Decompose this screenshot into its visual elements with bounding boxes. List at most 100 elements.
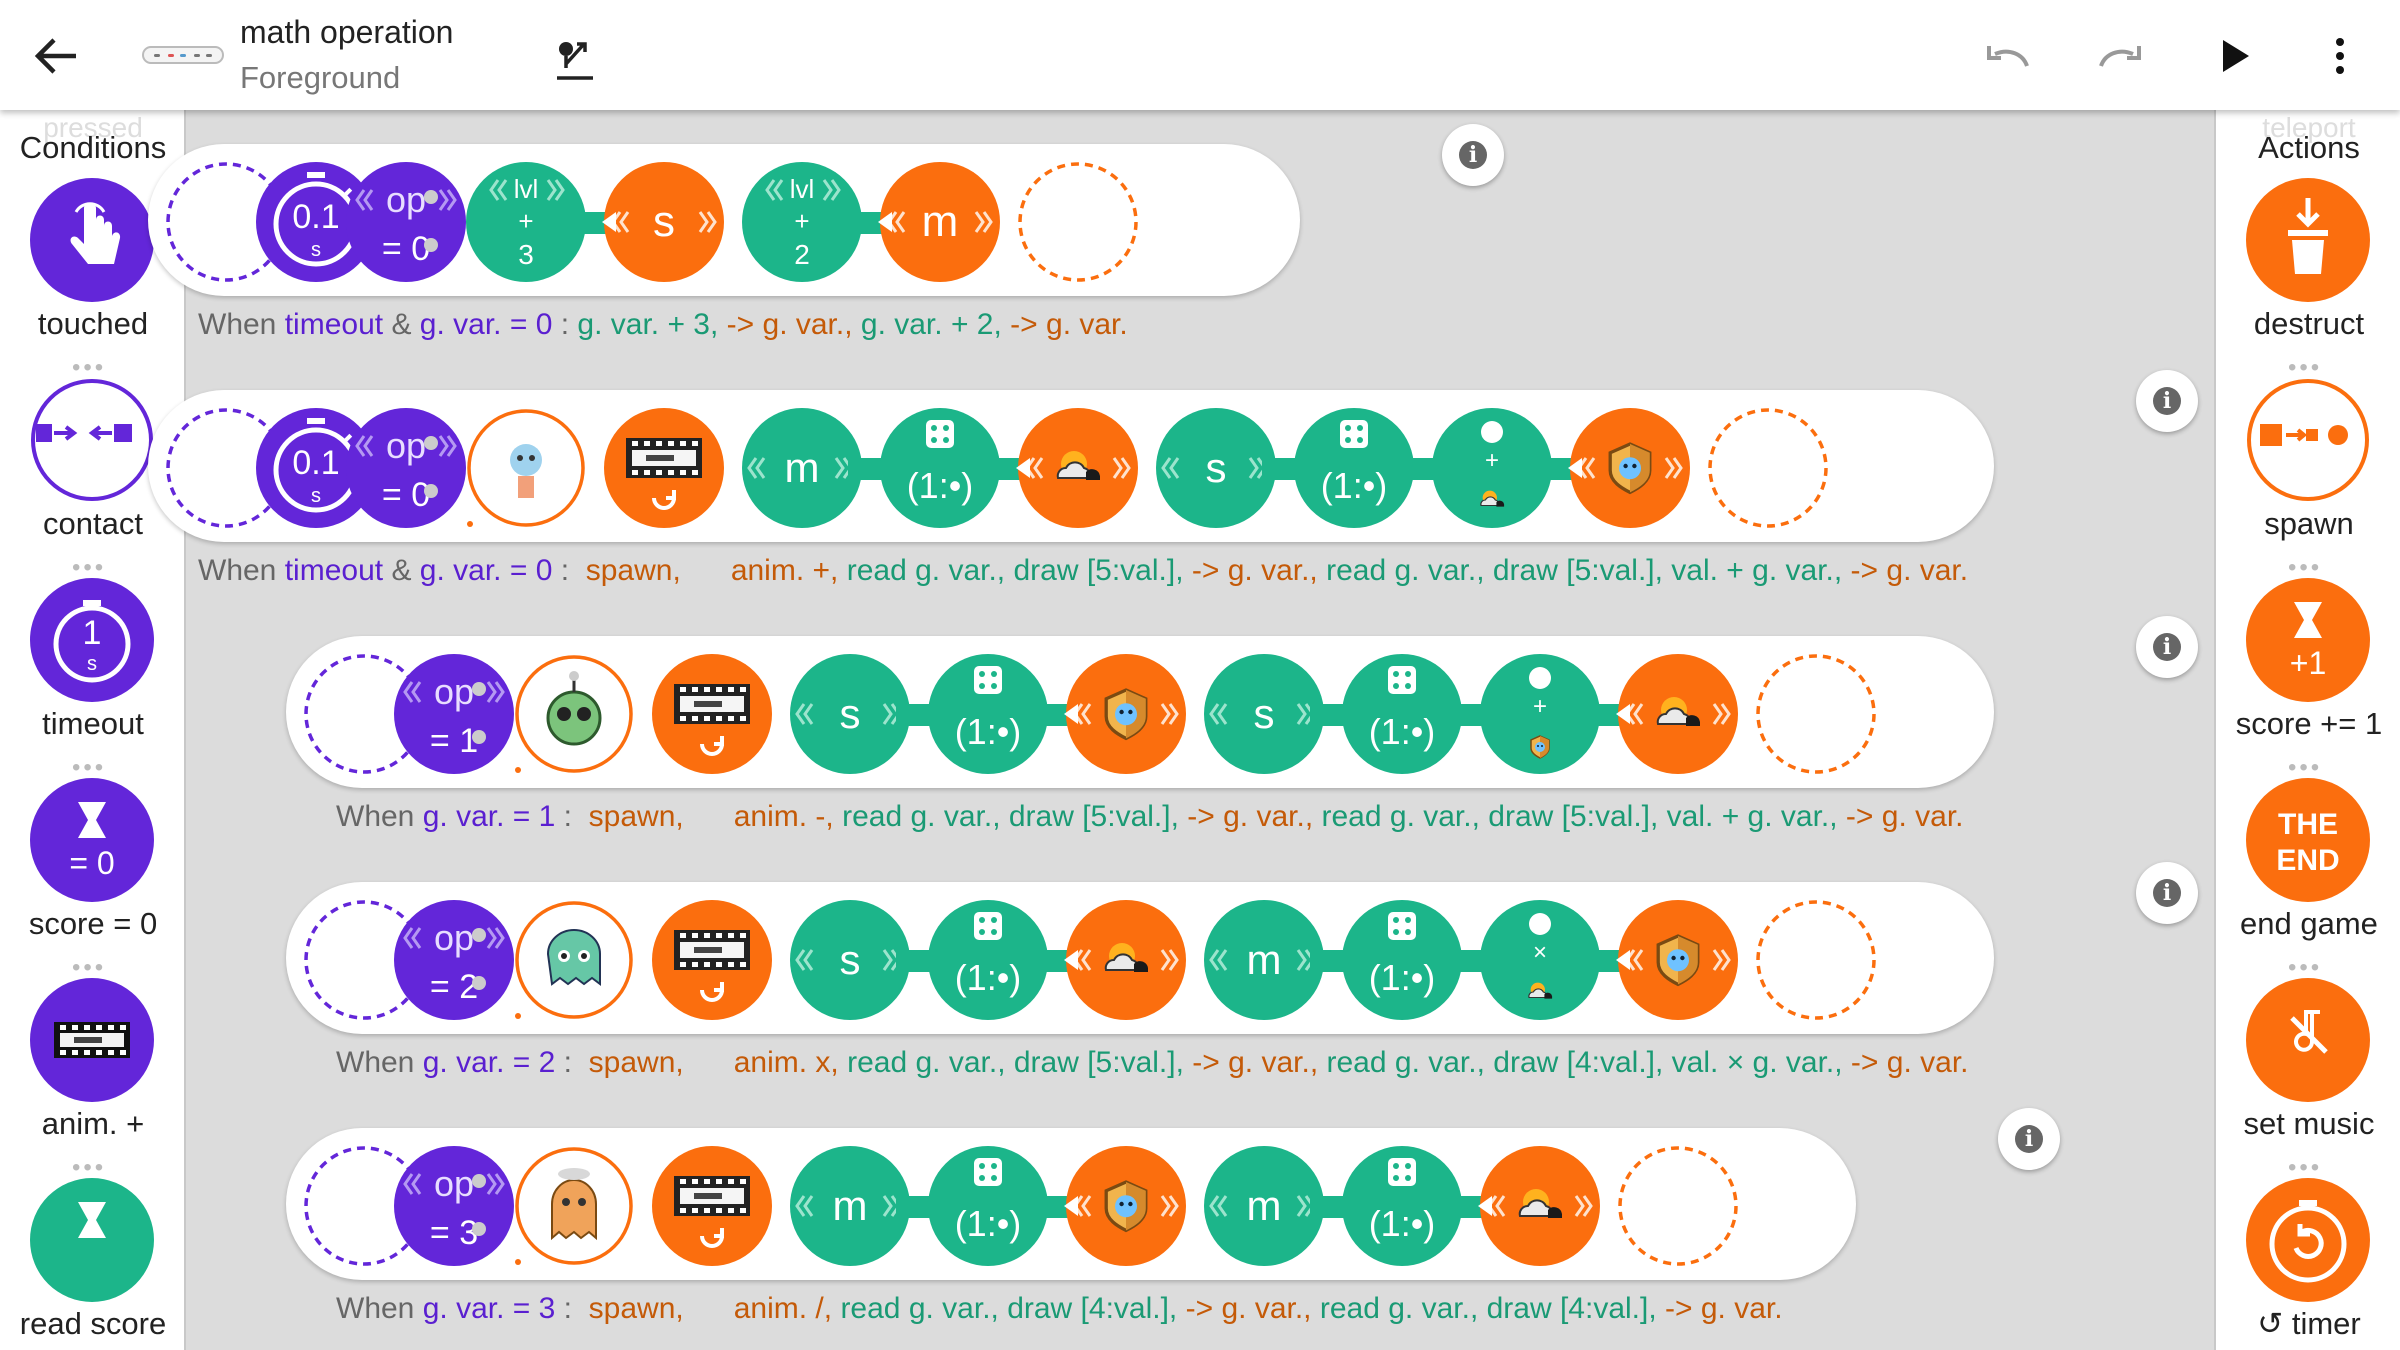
film-strip-icon[interactable]: [602, 406, 726, 530]
rule-row[interactable]: 0.1 s op = 0 lvl +3 s lvl +2 m: [148, 144, 1300, 296]
desc-part: &: [383, 308, 420, 341]
desc-part: g. var. = 3: [422, 1292, 556, 1325]
rule-row[interactable]: op = 1 s (1:•) s (1:•) +: [286, 636, 1994, 788]
info-button[interactable]: i: [2136, 370, 2198, 432]
empty-action-slot[interactable]: [1016, 160, 1140, 284]
drag-grip[interactable]: [424, 190, 438, 286]
empty-action-slot[interactable]: [1706, 406, 1830, 530]
info-button[interactable]: i: [2136, 616, 2198, 678]
spawn-sprite-token[interactable]: [512, 1144, 636, 1268]
var-condition-token[interactable]: op = 1: [392, 652, 516, 776]
palette-item-score-0[interactable]: = 0 score = 0 •••: [0, 778, 184, 981]
variable-token[interactable]: m: [1202, 898, 1326, 1022]
svg-text:op: op: [434, 671, 474, 712]
empty-action-slot[interactable]: [1616, 1144, 1740, 1268]
rules-canvas[interactable]: 0.1 s op = 0 lvl +3 s lvl +2 m i When timeout & g. …: [148, 110, 2214, 1350]
value-operation-token[interactable]: ×: [1478, 898, 1602, 1022]
palette-item-spawn[interactable]: spawn •••: [2216, 378, 2400, 581]
palette-item-anim-[interactable]: anim. + •••: [0, 978, 184, 1181]
spawn-sprite-token[interactable]: [464, 406, 588, 530]
palette-item-read-score[interactable]: read score: [0, 1178, 184, 1350]
variable-token[interactable]: m: [878, 160, 1002, 284]
palette-item-set-music[interactable]: set music •••: [2216, 978, 2400, 1181]
level-var-token[interactable]: lvl +3: [464, 160, 588, 284]
redo-icon: [2099, 46, 2141, 67]
value-operation-token[interactable]: +: [1430, 406, 1554, 530]
dice-random-token[interactable]: (1:•): [1340, 898, 1464, 1022]
dice-random-token[interactable]: (1:•): [1340, 652, 1464, 776]
more-options-button[interactable]: [2330, 36, 2350, 81]
share-button[interactable]: [553, 38, 597, 87]
rule-row[interactable]: op = 2 s (1:•) m (1:•) ×: [286, 882, 1994, 1034]
level-var-token[interactable]: lvl +2: [740, 160, 864, 284]
sky-sprite-token[interactable]: [1478, 1144, 1602, 1268]
shield-sprite-token[interactable]: [1064, 1144, 1188, 1268]
drag-grip[interactable]: [472, 928, 486, 1024]
palette-item--timer[interactable]: ↺ timer: [2216, 1178, 2400, 1350]
shield-sprite-token[interactable]: [1568, 406, 1692, 530]
variable-token[interactable]: s: [788, 898, 912, 1022]
var-condition-token[interactable]: op = 2: [392, 898, 516, 1022]
variable-token[interactable]: s: [788, 652, 912, 776]
film-strip-icon[interactable]: [650, 1144, 774, 1268]
info-button[interactable]: i: [1442, 124, 1504, 186]
palette-item-label: ↺ timer: [2257, 1306, 2361, 1341]
value-operation-token[interactable]: +: [1478, 652, 1602, 776]
drag-grip[interactable]: [472, 682, 486, 778]
film-strip-icon[interactable]: [650, 652, 774, 776]
variable-token[interactable]: s: [1154, 406, 1278, 530]
rule-row[interactable]: op = 3 m (1:•) m (1:•): [286, 1128, 1856, 1280]
var-condition-token[interactable]: op = 3: [392, 1144, 516, 1268]
dice-random-token[interactable]: (1:•): [926, 898, 1050, 1022]
rule-description: When timeout & g. var. = 0 : spawn, anim…: [198, 554, 1968, 588]
palette-item-score-1[interactable]: +1 score += 1 •••: [2216, 578, 2400, 781]
dice-random-token[interactable]: (1:•): [926, 1144, 1050, 1268]
svg-text:×: ×: [1533, 939, 1547, 966]
palette-item-destruct[interactable]: destruct •••: [2216, 178, 2400, 381]
music-off-icon: [2246, 978, 2370, 1107]
shield-sprite-token[interactable]: [1064, 652, 1188, 776]
svg-text:(1:•): (1:•): [1321, 465, 1388, 506]
shield-sprite-token[interactable]: [1616, 898, 1740, 1022]
info-button[interactable]: i: [2136, 862, 2198, 924]
dice-random-token[interactable]: (1:•): [1340, 1144, 1464, 1268]
dice-random-token[interactable]: (1:•): [878, 406, 1002, 530]
desc-part: read g. var., draw [4:val.],: [832, 1292, 1178, 1325]
desc-part: When: [336, 1046, 423, 1079]
empty-action-slot[interactable]: [1754, 652, 1878, 776]
variable-token[interactable]: s: [1202, 652, 1326, 776]
var-condition-token[interactable]: op = 0: [344, 406, 468, 530]
rule-row[interactable]: 0.1 s op = 0 m (1:•) s (1:•) +: [148, 390, 1994, 542]
rule-description: When g. var. = 2 : spawn, anim. x, read …: [336, 1046, 1968, 1080]
palette-item-contact[interactable]: contact •••: [0, 378, 184, 581]
back-button[interactable]: [32, 34, 80, 78]
var-condition-token[interactable]: op = 0: [344, 160, 468, 284]
sky-sprite-token[interactable]: [1064, 898, 1188, 1022]
sky-sprite-token[interactable]: [1616, 652, 1740, 776]
variable-token[interactable]: m: [1202, 1144, 1326, 1268]
dice-random-token[interactable]: (1:•): [926, 652, 1050, 776]
variable-token[interactable]: m: [740, 406, 864, 530]
spawn-sprite-token[interactable]: [512, 898, 636, 1022]
drag-grip[interactable]: [424, 436, 438, 532]
timeout-token[interactable]: 0.1 s: [254, 406, 378, 530]
palette-item-touched[interactable]: touched •••: [0, 178, 184, 381]
palette-item-end-game[interactable]: THE END end game •••: [2216, 778, 2400, 981]
spawn-sprite-token[interactable]: [512, 652, 636, 776]
play-button[interactable]: [2217, 38, 2251, 79]
object-thumbnail[interactable]: [142, 46, 224, 64]
timeout-token[interactable]: 0.1 s: [254, 160, 378, 284]
dice-random-token[interactable]: (1:•): [1292, 406, 1416, 530]
sky-sprite-token[interactable]: [1016, 406, 1140, 530]
empty-action-slot[interactable]: [1754, 898, 1878, 1022]
palette-item-label: spawn: [2264, 506, 2354, 541]
variable-token[interactable]: s: [602, 160, 726, 284]
film-strip-icon[interactable]: [650, 898, 774, 1022]
drag-grip[interactable]: [472, 1174, 486, 1270]
undo-button[interactable]: [1983, 40, 2033, 75]
variable-token[interactable]: m: [788, 1144, 912, 1268]
redo-button[interactable]: [2095, 40, 2145, 75]
desc-part: When: [336, 1292, 423, 1325]
info-button[interactable]: i: [1998, 1108, 2060, 1170]
